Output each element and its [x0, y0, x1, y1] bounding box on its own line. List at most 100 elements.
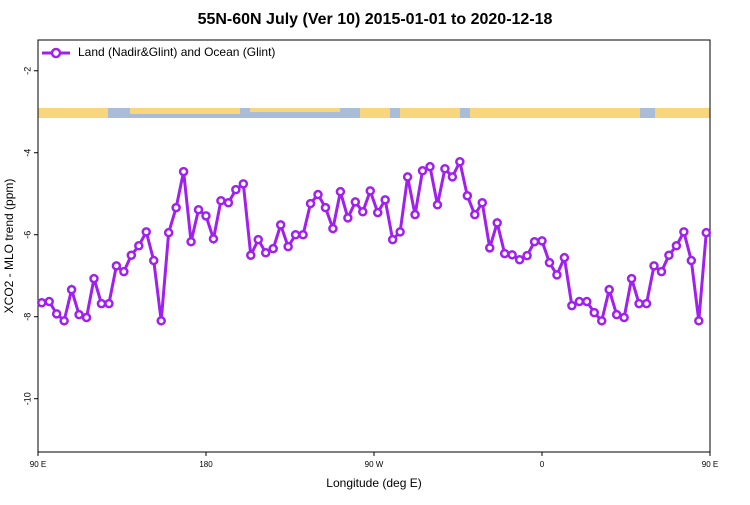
data-point [163, 227, 174, 238]
data-point [656, 266, 667, 277]
data-point [216, 195, 226, 206]
data-point [119, 266, 129, 277]
data-point [134, 241, 144, 251]
data-point [74, 309, 84, 320]
data-point [186, 236, 196, 247]
data-point [193, 204, 204, 215]
data-point [104, 298, 114, 309]
data-point [81, 312, 92, 323]
data-point [380, 195, 390, 205]
data-point [425, 161, 435, 172]
data-point [462, 191, 473, 201]
data-point [537, 236, 547, 246]
legend-marker [50, 47, 62, 59]
data-point [387, 234, 398, 245]
x-tick-label: 180 [199, 460, 213, 469]
data-point [634, 298, 644, 309]
data-point [499, 248, 510, 259]
data-point [283, 241, 293, 252]
data-point [44, 296, 54, 307]
data-point [96, 298, 107, 309]
data-point [89, 273, 99, 284]
data-point [201, 211, 211, 221]
data-point [686, 255, 697, 266]
data-point [492, 218, 502, 228]
data-point [36, 298, 47, 308]
x-axis-title: Longitude (deg E) [326, 476, 421, 490]
data-point [171, 202, 181, 213]
x-tick-label: 90 E [30, 460, 46, 469]
data-point [619, 312, 629, 323]
data-point [395, 227, 405, 237]
data-point [358, 207, 368, 217]
data-point [335, 186, 346, 197]
data-point [51, 309, 62, 319]
data-point [455, 157, 465, 167]
data-point [208, 234, 219, 244]
data-point [410, 209, 420, 220]
data-point [529, 236, 540, 247]
map-strip [38, 108, 710, 118]
data-point [440, 163, 450, 174]
data-point [664, 250, 674, 260]
data-point [350, 197, 361, 207]
data-point [544, 257, 555, 268]
data-point [507, 250, 517, 260]
data-point [343, 213, 353, 223]
data-point [66, 284, 77, 295]
data-point [604, 284, 614, 295]
data-point [246, 250, 256, 260]
data-point [178, 166, 189, 177]
y-tick-label: -8 [22, 313, 32, 321]
data-point [59, 316, 69, 326]
chart-title: 55N-60N July (Ver 10) 2015-01-01 to 2020… [198, 11, 553, 28]
y-tick-label: -2 [22, 67, 32, 75]
data-point [141, 227, 152, 237]
data-point [298, 229, 308, 240]
data-point [649, 261, 659, 271]
data-point [305, 198, 316, 209]
y-tick-label: -10 [22, 392, 32, 405]
data-point [694, 316, 704, 326]
data-point [522, 250, 532, 261]
data-point [679, 227, 689, 237]
data-point [582, 296, 592, 307]
data-point [567, 300, 577, 311]
data-point [365, 186, 376, 196]
data-point [470, 209, 480, 220]
data-point [611, 309, 622, 320]
data-point [552, 270, 562, 280]
x-tick-label: 90 E [702, 460, 718, 469]
data-point [148, 255, 159, 266]
data-point [231, 184, 241, 195]
y-axis-title: XCO2 - MLO trend (ppm) [2, 179, 16, 314]
data-point [484, 243, 495, 253]
data-point [559, 252, 570, 263]
data-point [432, 200, 443, 210]
data-point [268, 243, 278, 254]
data-point [372, 207, 383, 218]
data-point [402, 172, 413, 182]
y-tick-label: -4 [22, 149, 32, 157]
x-tick-label: 90 W [365, 460, 384, 469]
data-point [417, 166, 428, 176]
data-point [290, 229, 301, 240]
data-point [514, 254, 525, 265]
legend-label: Land (Nadir&Glint) and Ocean (Glint) [78, 45, 275, 59]
data-point [574, 296, 585, 307]
data-point [626, 273, 637, 284]
data-point [238, 179, 249, 189]
y-tick-label: -6 [22, 231, 32, 239]
data-point [320, 202, 331, 213]
data-point [701, 227, 712, 238]
data-point [589, 307, 600, 318]
data-point [447, 172, 458, 182]
data-point [156, 316, 166, 326]
data-point [253, 234, 264, 245]
data-point [596, 316, 607, 326]
data-point [223, 198, 234, 208]
data-point [275, 220, 286, 230]
data-point [641, 298, 652, 309]
data-point [671, 241, 682, 251]
data-point [328, 223, 338, 234]
